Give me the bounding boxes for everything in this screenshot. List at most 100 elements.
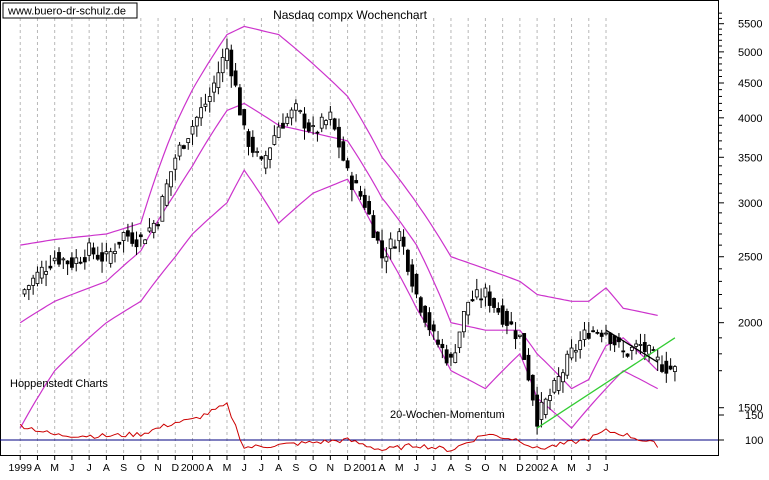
candle-body-144 bbox=[638, 343, 643, 346]
x-tick-label-4: J bbox=[87, 462, 92, 474]
candle-body-71 bbox=[324, 120, 328, 126]
candle-body-103 bbox=[461, 311, 466, 333]
candle-body-132 bbox=[586, 332, 591, 339]
x-tick-label-30: 2002 bbox=[525, 462, 549, 474]
candle-body-120 bbox=[535, 394, 539, 427]
x-tick-label-13: J bbox=[242, 462, 247, 474]
momentum-title: 20-Wochen-Momentum bbox=[390, 409, 505, 421]
candle-body-45 bbox=[212, 82, 216, 93]
candle-body-32 bbox=[156, 224, 160, 227]
candle-body-78 bbox=[354, 180, 359, 184]
x-tick-label-15: A bbox=[275, 462, 282, 474]
candle-body-62 bbox=[285, 116, 290, 124]
candle-body-10 bbox=[61, 258, 66, 261]
candle-body-63 bbox=[289, 109, 294, 119]
x-tick-label-2: M bbox=[50, 462, 59, 474]
candle-body-64 bbox=[293, 103, 298, 111]
candle-body-69 bbox=[315, 131, 320, 134]
candle-body-83 bbox=[375, 231, 380, 241]
series-band-upper bbox=[20, 25, 658, 316]
candle-body-82 bbox=[371, 215, 376, 238]
candle-body-84 bbox=[380, 240, 384, 259]
trendline-4 bbox=[536, 337, 676, 429]
x-tick-label-28: N bbox=[499, 462, 507, 474]
x-tick-label-29: D bbox=[516, 462, 524, 474]
watermark-box bbox=[2, 2, 138, 19]
candle-body-18 bbox=[95, 254, 100, 260]
candle-body-70 bbox=[319, 116, 324, 129]
candle-body-102 bbox=[457, 331, 462, 349]
candle-body-24 bbox=[121, 232, 126, 241]
candle-body-51 bbox=[237, 87, 242, 116]
candle-body-96 bbox=[431, 324, 436, 332]
candle-body-143 bbox=[634, 343, 639, 347]
candle-body-73 bbox=[332, 118, 337, 130]
candle-body-109 bbox=[487, 291, 492, 306]
plot-frame bbox=[0, 0, 719, 456]
candle-body-49 bbox=[229, 49, 234, 77]
trendline-5 bbox=[605, 329, 659, 363]
x-tick-label-21: A bbox=[379, 462, 386, 474]
candle-body-131 bbox=[582, 329, 587, 340]
x-tick-label-19: D bbox=[344, 462, 352, 474]
candle-body-31 bbox=[151, 222, 156, 233]
candle-body-125 bbox=[556, 376, 561, 391]
candle-body-67 bbox=[306, 122, 311, 132]
candle-body-100 bbox=[449, 353, 453, 358]
candle-body-23 bbox=[117, 241, 122, 245]
x-tick-label-25: A bbox=[447, 462, 454, 474]
candle-body-129 bbox=[573, 350, 578, 353]
x-tick-label-23: J bbox=[414, 462, 419, 474]
candle-body-13 bbox=[74, 257, 79, 264]
candle-body-43 bbox=[203, 103, 208, 107]
candle-body-7 bbox=[48, 265, 53, 269]
candle-body-146 bbox=[647, 345, 651, 355]
candle-body-58 bbox=[268, 147, 272, 160]
candle-body-90 bbox=[405, 249, 410, 272]
candle-body-40 bbox=[190, 125, 195, 135]
candle-body-140 bbox=[621, 350, 626, 353]
y-tick-label-0: 1500 bbox=[738, 403, 762, 415]
x-tick-label-34: J bbox=[603, 462, 608, 474]
candle-body-46 bbox=[216, 72, 221, 89]
candle-body-25 bbox=[126, 230, 130, 237]
x-tick-label-1: A bbox=[34, 462, 41, 474]
candle-body-52 bbox=[242, 109, 247, 126]
candle-body-92 bbox=[414, 273, 419, 295]
candle-body-87 bbox=[393, 246, 397, 249]
candle-body-101 bbox=[453, 352, 458, 363]
watermark[interactable]: www.buero-dr-schulz.de bbox=[7, 6, 126, 18]
candle-body-41 bbox=[194, 116, 199, 127]
candle-body-22 bbox=[113, 250, 117, 254]
candle-body-34 bbox=[164, 183, 169, 206]
candle-body-28 bbox=[138, 234, 143, 238]
x-tick-label-0: 1999 bbox=[9, 462, 33, 474]
candle-body-123 bbox=[548, 395, 552, 401]
candle-body-149 bbox=[660, 364, 664, 372]
candle-body-6 bbox=[44, 271, 48, 275]
candle-body-97 bbox=[436, 339, 440, 345]
candle-body-9 bbox=[57, 252, 61, 265]
candle-body-48 bbox=[225, 48, 229, 62]
candle-body-21 bbox=[108, 251, 113, 264]
x-tick-label-33: J bbox=[586, 462, 591, 474]
candle-body-65 bbox=[298, 110, 303, 113]
candle-body-119 bbox=[530, 374, 535, 401]
candle-body-61 bbox=[281, 122, 285, 129]
candle-body-76 bbox=[345, 160, 350, 169]
candle-body-141 bbox=[625, 353, 630, 357]
candle-body-33 bbox=[160, 196, 165, 222]
x-tick-label-11: A bbox=[206, 462, 213, 474]
trend-lines bbox=[536, 329, 676, 429]
price-candles bbox=[22, 38, 677, 435]
candle-body-39 bbox=[186, 138, 191, 144]
candle-body-105 bbox=[470, 299, 475, 302]
candle-body-114 bbox=[509, 321, 514, 325]
candle-body-4 bbox=[35, 271, 40, 284]
candle-body-112 bbox=[500, 305, 505, 325]
candle-body-35 bbox=[169, 171, 173, 188]
mom-y-tick-label-0: 100 bbox=[745, 435, 763, 447]
candle-body-85 bbox=[384, 256, 389, 262]
candle-body-80 bbox=[362, 194, 367, 208]
